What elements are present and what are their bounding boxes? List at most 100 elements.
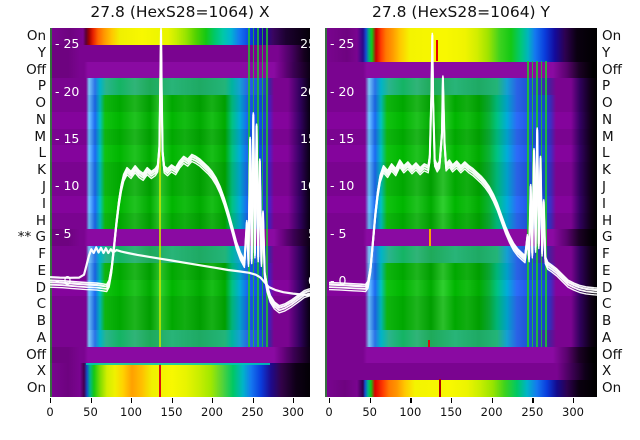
heatmap-row-j: [50, 178, 310, 197]
x-tick-label: 250: [521, 405, 544, 419]
row-label-y: Y: [37, 44, 46, 61]
heatmap-row-off: [325, 61, 597, 79]
heatmap-row-e: [325, 262, 597, 281]
y-tick-label-left: - 25: [330, 36, 355, 52]
x-tick-label: 150: [440, 405, 462, 419]
y-tick-label-left: - 5: [55, 225, 72, 241]
heatmap-row-y: [325, 44, 597, 63]
x-tick-label: 250: [241, 405, 264, 419]
row-label-p: P: [37, 78, 46, 95]
profile-curve-y: [328, 32, 597, 296]
x-tick-mark: [212, 398, 214, 403]
heatmap-row-d: [50, 279, 310, 298]
row-label-k: K: [37, 162, 46, 179]
heatmap-row-on: [50, 28, 310, 46]
heatmap-row-n: [325, 111, 597, 130]
y-tick-label-left: - 20: [55, 83, 80, 99]
row-label-l: L: [38, 145, 46, 162]
heatmap-row-on: [325, 28, 597, 46]
row-label-o: O: [602, 95, 613, 112]
streak: [527, 61, 529, 347]
y-tick-label-right: 0: [276, 273, 310, 288]
y-tick-label-left: - 25: [55, 36, 80, 52]
x-tick-mark: [293, 398, 295, 403]
row-label-e: E: [602, 262, 611, 279]
heatmap-row-a: [50, 329, 310, 348]
row-label-m: M: [34, 128, 46, 145]
x-tick-label: 200: [201, 405, 223, 419]
row-label-h: H: [35, 212, 46, 229]
x-tick-label: 0: [325, 405, 333, 419]
row-label-o: O: [35, 95, 46, 112]
row-label-on: On: [602, 380, 622, 397]
x-tick-mark: [252, 398, 254, 403]
heatmap-row-x: [325, 363, 597, 381]
heatmap-panel-x: - 25 25 - 20 20 - 15 15 - 10 10 - 5 5 - 0 0: [50, 28, 310, 397]
heatmap-row-l: [325, 145, 597, 163]
x-tick-mark: [50, 398, 52, 403]
row-label-c: C: [602, 296, 612, 313]
y-tick-label-right: 20: [300, 83, 310, 99]
row-label-k: K: [602, 162, 611, 179]
heatmap-row-i: [50, 195, 310, 214]
profile-bundle: [328, 39, 597, 296]
row-label-i: I: [602, 195, 606, 212]
heatmap-row-c: [325, 296, 597, 314]
wire-marker-orange-dash: [429, 229, 431, 246]
x-tick-label: 200: [480, 405, 503, 419]
heatmap-row-o: [50, 95, 310, 113]
heatmap-row-b: [325, 313, 597, 331]
profile-bundle: [50, 34, 310, 314]
y-tick-label-left: - 15: [330, 131, 355, 147]
heatmap-row-on: [50, 380, 310, 397]
row-label-off: Off: [26, 346, 46, 363]
heatmap-row-l: [50, 145, 310, 163]
heatmap-row-h: [50, 212, 310, 230]
heatmap-row-p: [325, 78, 597, 96]
heatmap-row-j: [325, 178, 597, 197]
heatmap-row-p: [50, 78, 310, 96]
row-label-n: N: [35, 111, 46, 128]
heatmap-row-y: [50, 44, 310, 63]
heatmap-row-k: [50, 162, 310, 180]
row-label-c: C: [36, 296, 46, 313]
y-tick-label-left: - 10: [55, 178, 80, 194]
x-tick-mark: [572, 398, 575, 403]
heatmap-row-c: [50, 296, 310, 314]
row-label-off: Off: [602, 346, 622, 363]
heatmap-row-n: [50, 111, 310, 130]
row-label-f: F: [38, 246, 46, 263]
x-tick-label: 100: [120, 405, 142, 419]
y-tick-label-left: - 20: [330, 83, 355, 99]
row-label-b: B: [36, 313, 46, 330]
streak: [261, 28, 264, 347]
row-label-g: G: [602, 229, 613, 246]
row-label-n: N: [602, 111, 613, 128]
x-tick-label: 50: [83, 405, 98, 419]
heatmap-row-m: [50, 128, 310, 147]
y-tick-label-right: 10: [300, 178, 310, 194]
x-tick-label: 0: [46, 405, 54, 419]
x-tick-label: 150: [160, 405, 183, 419]
heatmap-row-on: [325, 380, 597, 397]
x-tick-label: 100: [399, 405, 422, 419]
row-label-l: L: [602, 145, 610, 162]
x-tick-mark: [329, 398, 331, 403]
left-edge-green-line: [325, 28, 327, 397]
heatmap-row-x: [50, 363, 310, 381]
y-tick-label-left: - 0: [55, 272, 72, 288]
x-tick-mark: [171, 398, 173, 403]
row-label-p: P: [602, 78, 611, 95]
row-label-f: F: [602, 246, 610, 263]
wire-marker-red-dash: [428, 340, 430, 347]
row-label-m: M: [602, 128, 614, 145]
row-label-off: Off: [26, 61, 46, 78]
heatmap-row-off: [325, 346, 597, 365]
row-label-i: I: [42, 195, 46, 212]
left-edge-green-line: [50, 28, 52, 397]
x-tick-mark: [410, 398, 412, 403]
row-label-d: D: [602, 279, 613, 296]
panel-left-title: 27.8 (HexS28=1064) X: [90, 3, 270, 21]
y-tick-label-left: - 10: [330, 178, 355, 194]
